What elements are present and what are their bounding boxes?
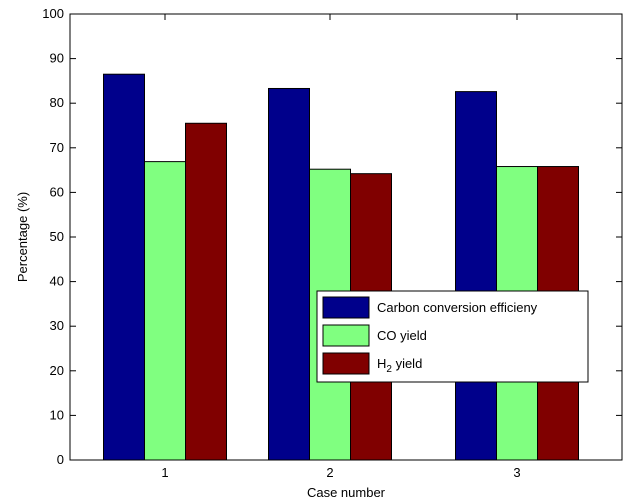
y-tick-label: 0 — [57, 452, 64, 467]
legend-label-tail: yield — [392, 356, 422, 371]
bar-case-2-series-1 — [268, 87, 310, 461]
bar-case-1-series-3 — [185, 122, 227, 461]
legend-label-main: CO yield — [377, 328, 427, 343]
y-tick-label: 30 — [50, 318, 64, 333]
y-axis: 0 10 20 30 40 50 60 70 80 90 100 — [42, 6, 622, 467]
y-axis-label: Percentage (%) — [15, 192, 30, 282]
x-tick-label: 1 — [161, 465, 168, 480]
y-tick-label: 100 — [42, 6, 64, 21]
y-tick-label: 40 — [50, 274, 64, 289]
legend-label-main: H — [377, 356, 386, 371]
y-tick-label: 50 — [50, 229, 64, 244]
x-tick-label: 3 — [513, 465, 520, 480]
bar-case-1-series-1 — [103, 73, 145, 461]
bar-case-3-series-1 — [455, 91, 497, 461]
legend: Carbon conversion efficieny CO yield H2 yi… — [316, 290, 589, 383]
y-tick-label: 20 — [50, 363, 64, 378]
legend-swatch — [322, 296, 370, 319]
y-tick-label: 70 — [50, 140, 64, 155]
legend-label-main: Carbon conversion efficieny — [377, 300, 538, 315]
y-tick-label: 10 — [50, 407, 64, 422]
x-tick-label: 2 — [326, 465, 333, 480]
legend-label-subscript: 2 — [386, 364, 392, 375]
y-tick-label: 90 — [50, 51, 64, 66]
legend-label: H2 yield — [377, 356, 422, 375]
y-tick-label: 60 — [50, 184, 64, 199]
legend-swatch — [322, 324, 370, 347]
legend-label: Carbon conversion efficieny — [377, 300, 538, 315]
x-axis-label: Case number — [307, 485, 386, 500]
legend-label: CO yield — [377, 328, 427, 343]
y-tick-label: 80 — [50, 95, 64, 110]
legend-swatch — [322, 352, 370, 375]
bar-case-1-series-2 — [144, 161, 186, 461]
